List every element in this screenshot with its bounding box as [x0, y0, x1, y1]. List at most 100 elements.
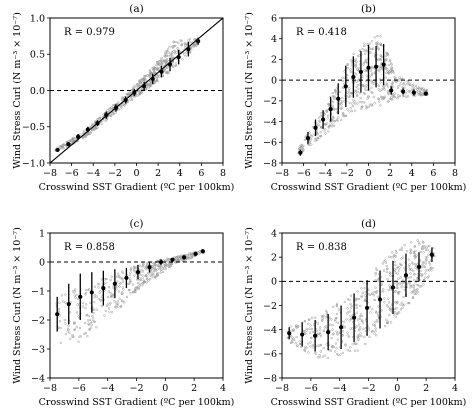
scatter-point: [370, 91, 373, 94]
mean-point: [300, 332, 305, 337]
scatter-point: [115, 303, 118, 307]
scatter-point: [106, 296, 110, 299]
scatter-point: [379, 95, 383, 98]
mean-point: [320, 117, 326, 122]
scatter-point: [157, 62, 161, 65]
scatter-point: [341, 79, 344, 83]
scatter-point: [335, 312, 339, 316]
scatter-point: [75, 293, 78, 297]
scatter-point: [72, 139, 75, 143]
scatter-point: [351, 104, 354, 108]
scatter-point: [362, 327, 365, 330]
mean-point: [113, 105, 119, 110]
scatter-point: [93, 285, 97, 288]
scatter-point: [121, 270, 124, 273]
scatter-point: [392, 95, 395, 99]
scatter-point: [321, 314, 324, 318]
scatter-point: [409, 249, 413, 252]
scatter-point: [380, 309, 383, 312]
scatter-point: [93, 293, 96, 297]
scatter-point: [71, 290, 75, 293]
scatter-point: [353, 102, 357, 105]
scatter-point: [87, 315, 90, 318]
scatter-point: [171, 60, 175, 63]
scatter-point: [317, 116, 321, 119]
scatter-point: [334, 342, 338, 345]
y-tick-label: 0: [271, 277, 277, 288]
x-tick-label: 0: [365, 168, 371, 179]
mean-point: [364, 305, 370, 311]
scatter-point: [83, 129, 86, 133]
scatter-point: [379, 67, 382, 70]
scatter-point: [412, 287, 416, 290]
scatter-point: [376, 295, 380, 298]
scatter-point: [413, 283, 416, 286]
scatter-point: [198, 252, 201, 255]
scatter-point: [349, 70, 352, 74]
scatter-point: [386, 321, 389, 325]
scatter-point: [368, 75, 371, 78]
scatter-point: [398, 262, 402, 265]
scatter-point: [395, 267, 399, 270]
scatter-point: [168, 45, 171, 49]
scatter-point: [377, 84, 381, 88]
scatter-point: [84, 291, 88, 295]
scatter-point: [387, 297, 390, 300]
scatter-point: [122, 103, 126, 107]
scatter-point: [142, 279, 145, 282]
scatter-point: [193, 42, 197, 45]
scatter-point: [149, 69, 152, 73]
scatter-point: [400, 301, 404, 304]
scatter-point: [120, 105, 123, 108]
scatter-point: [408, 263, 411, 266]
scatter-point: [108, 107, 111, 110]
scatter-point: [390, 96, 393, 99]
y-tick-label: −8: [263, 158, 277, 169]
scatter-point: [372, 80, 375, 83]
scatter-point: [343, 320, 346, 323]
scatter-point: [149, 275, 153, 278]
scatter-point: [419, 285, 422, 288]
scatter-point: [356, 68, 359, 71]
mean-point: [351, 315, 357, 320]
plot-area-a: [50, 18, 223, 163]
scatter-cloud-d: [286, 239, 436, 360]
scatter-point: [117, 108, 121, 111]
scatter-point: [421, 263, 424, 267]
scatter-point: [422, 261, 425, 264]
scatter-point: [393, 260, 396, 264]
scatter-point: [107, 290, 111, 293]
scatter-point: [376, 34, 379, 38]
scatter-point: [394, 301, 397, 304]
scatter-point: [338, 103, 342, 106]
scatter-point: [359, 96, 362, 100]
x-tick-label: −6: [304, 383, 318, 394]
scatter-point: [122, 288, 125, 291]
scatter-point: [308, 141, 312, 144]
mean-point: [343, 84, 348, 89]
scatter-point: [382, 288, 385, 291]
scatter-point: [141, 276, 144, 279]
scatter-point: [344, 343, 347, 346]
scatter-point: [349, 68, 352, 71]
scatter-point: [356, 290, 359, 293]
scatter-point: [166, 257, 169, 260]
scatter-point: [413, 252, 417, 255]
scatter-point: [424, 262, 428, 265]
scatter-point: [128, 273, 132, 276]
scatter-point: [97, 298, 100, 301]
scatter-point: [175, 40, 178, 44]
scatter-point: [390, 82, 394, 86]
scatter-point: [403, 94, 406, 97]
axes-frame-d: [281, 232, 456, 379]
scatter-point: [349, 346, 352, 349]
scatter-point: [58, 307, 61, 311]
scatter-point: [189, 45, 193, 49]
scatter-point: [348, 310, 352, 313]
x-tick-label: −4: [101, 383, 115, 394]
scatter-point: [411, 296, 415, 299]
scatter-point: [364, 342, 367, 346]
scatter-point: [165, 62, 168, 65]
scatter-point: [377, 97, 381, 101]
scatter-point: [324, 309, 328, 312]
